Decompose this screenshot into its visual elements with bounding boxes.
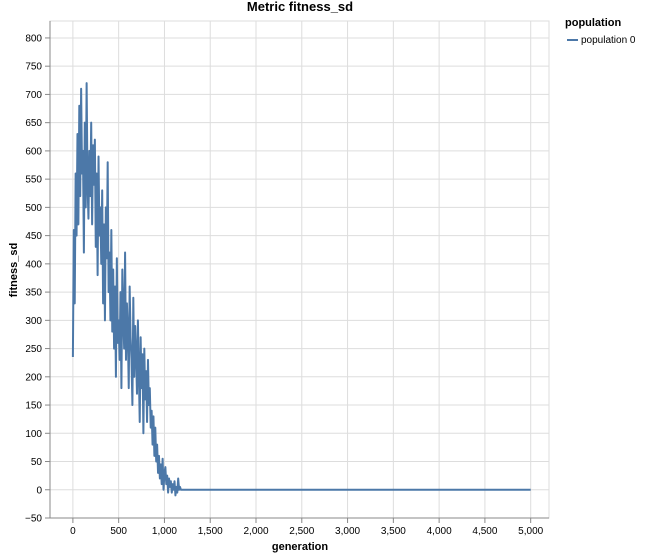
x-tick-label: 5,000 <box>518 526 543 537</box>
y-tick-label: 800 <box>25 33 42 44</box>
y-tick-label: 350 <box>25 288 42 299</box>
y-tick-label: 600 <box>25 146 42 157</box>
x-tick-label: 1,000 <box>152 526 177 537</box>
y-tick-label: 100 <box>25 429 42 440</box>
y-tick-label: 300 <box>25 316 42 327</box>
y-tick-label: 750 <box>25 62 42 73</box>
y-tick-label: 50 <box>31 457 43 468</box>
y-tick-label: 400 <box>25 259 42 270</box>
y-tick-label: 550 <box>25 175 42 186</box>
chart-title: Metric fitness_sd <box>247 0 353 14</box>
y-axis-title: fitness_sd <box>8 243 20 297</box>
y-tick-label: 650 <box>25 118 42 129</box>
y-tick-label: 150 <box>25 401 42 412</box>
x-axis-title: generation <box>272 541 329 553</box>
x-tick-label: 3,500 <box>381 526 406 537</box>
legend-label-population-0: population 0 <box>581 35 636 46</box>
series-line-population-0 <box>71 82 531 497</box>
series-layer <box>71 82 531 497</box>
x-tick-label: 1,500 <box>198 526 223 537</box>
x-tick-label: 2,000 <box>243 526 268 537</box>
legend-title: population <box>565 17 621 29</box>
y-tick-label: 450 <box>25 231 42 242</box>
x-tick-label: 4,000 <box>427 526 452 537</box>
y-tick-label: 500 <box>25 203 42 214</box>
y-tick-label: 250 <box>25 344 42 355</box>
axes: 0 500 1,000 1,500 2,000 2,500 3,000 3,500 4,000 4… <box>25 21 549 537</box>
y-tick-label: −50 <box>25 514 42 525</box>
x-tick-label: 2,500 <box>289 526 314 537</box>
x-tick-label: 4,500 <box>472 526 497 537</box>
x-tick-label: 3,000 <box>335 526 360 537</box>
y-tick-label: 200 <box>25 372 42 383</box>
x-tick-label: 0 <box>70 526 76 537</box>
y-tick-label: 700 <box>25 90 42 101</box>
legend: population population 0 <box>565 17 636 46</box>
y-tick-label: 0 <box>36 485 42 496</box>
x-tick-label: 500 <box>110 526 127 537</box>
